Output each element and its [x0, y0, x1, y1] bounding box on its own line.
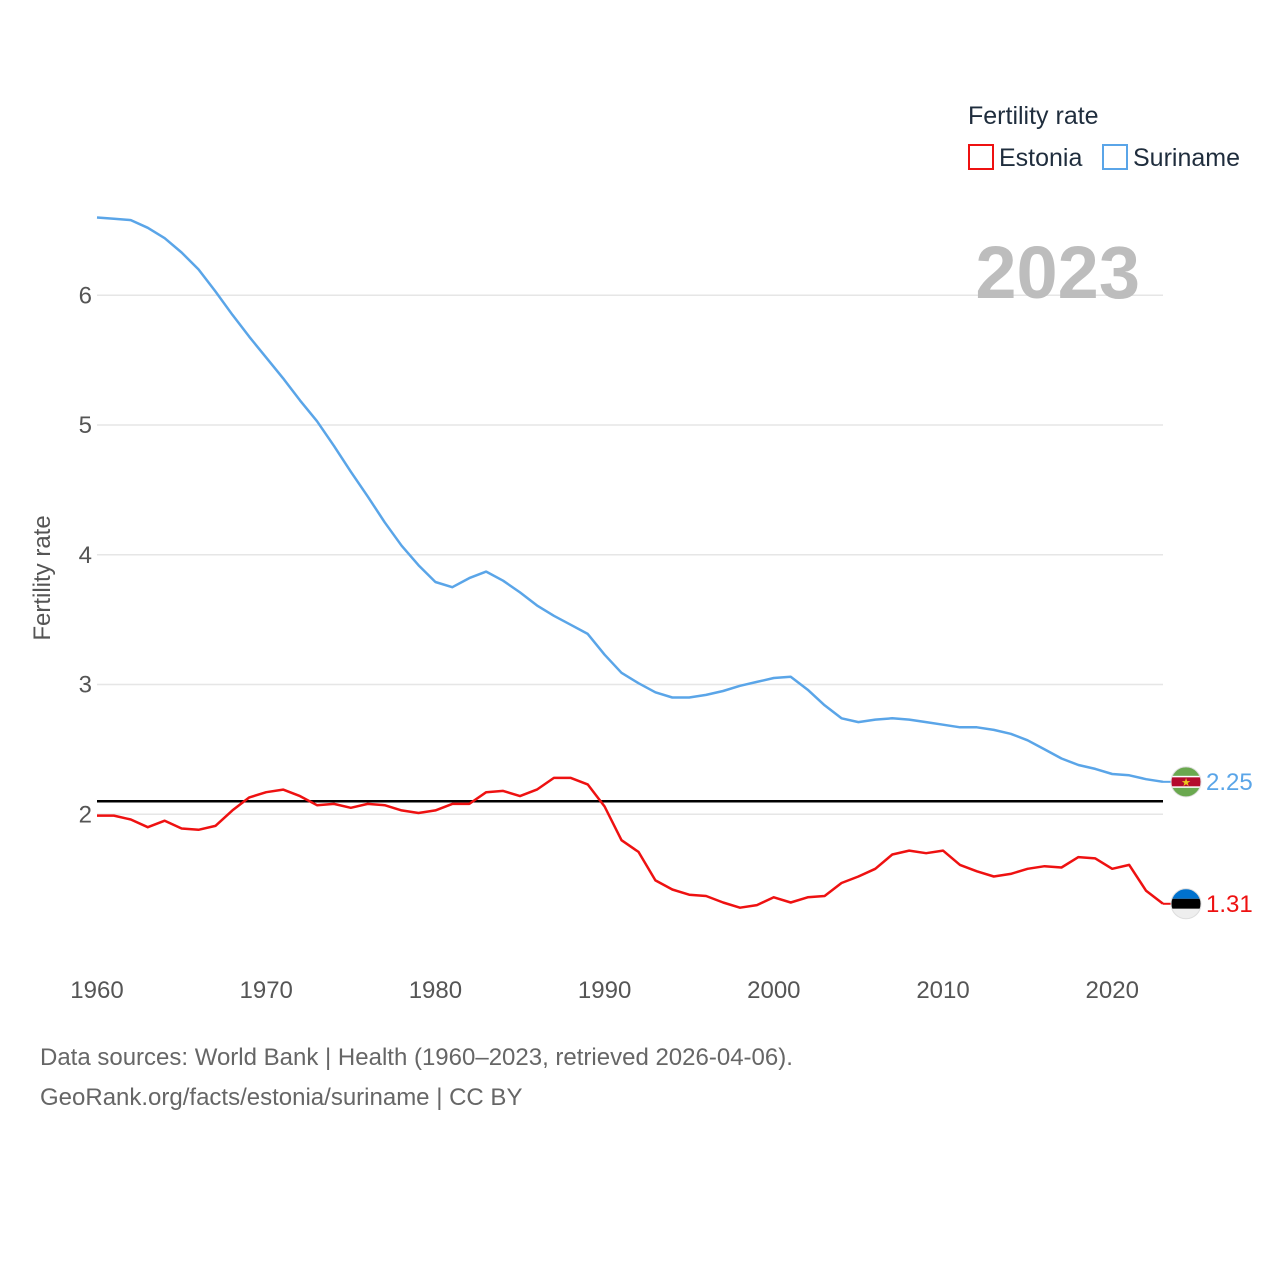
footer-link[interactable]: GeoRank.org/facts/estonia/suriname | CC … — [40, 1084, 523, 1111]
x-tick-label: 2020 — [1086, 977, 1139, 1004]
y-tick-label: 5 — [79, 412, 92, 439]
series-line-suriname — [96, 216, 1164, 784]
svg-text:★: ★ — [1181, 776, 1191, 789]
legend-swatch-estonia — [968, 144, 994, 170]
legend-label-suriname: Suriname — [1133, 144, 1240, 172]
end-value-estonia: 1.31 — [1206, 891, 1253, 918]
legend-item-estonia[interactable]: Estonia — [968, 144, 1082, 172]
x-tick-label: 1980 — [409, 977, 462, 1004]
suriname-flag-icon: ★ — [1170, 766, 1202, 798]
y-tick-label: 6 — [79, 282, 92, 309]
x-tick-label: 2000 — [747, 977, 800, 1004]
x-axis-ticks: 1960 1970 1980 1990 2000 2010 2020 — [70, 977, 1139, 1004]
footer-sources: Data sources: World Bank | Health (1960–… — [40, 1044, 793, 1071]
year-stamp: 2023 — [975, 231, 1140, 314]
end-value-suriname: 2.25 — [1206, 769, 1253, 796]
y-axis-ticks: 2 3 4 5 6 — [79, 282, 92, 828]
series-line-estonia — [97, 776, 1164, 909]
y-tick-label: 3 — [79, 672, 92, 699]
x-tick-label: 1960 — [70, 977, 123, 1004]
legend: Fertility rate Estonia Suriname — [968, 102, 1240, 172]
legend-item-suriname[interactable]: Suriname — [1102, 144, 1240, 172]
y-tick-label: 4 — [79, 542, 92, 569]
end-markers: 1.31 ★ 2.25 — [1163, 766, 1253, 920]
estonia-flag-icon — [1170, 888, 1202, 920]
x-tick-label: 1970 — [240, 977, 293, 1004]
y-axis-title: Fertility rate — [29, 515, 56, 640]
fertility-rate-chart: 2 3 4 5 6 1960 1970 1980 1990 2000 2010 2020 Ferti… — [29, 102, 1253, 1004]
legend-label-estonia: Estonia — [999, 144, 1082, 172]
legend-swatch-suriname — [1102, 144, 1128, 170]
series-lines — [96, 216, 1164, 909]
y-tick-label: 2 — [79, 801, 92, 828]
x-tick-label: 1990 — [578, 977, 631, 1004]
x-tick-label: 2010 — [916, 977, 969, 1004]
grid-lines — [97, 294, 1163, 816]
legend-title: Fertility rate — [968, 102, 1099, 130]
